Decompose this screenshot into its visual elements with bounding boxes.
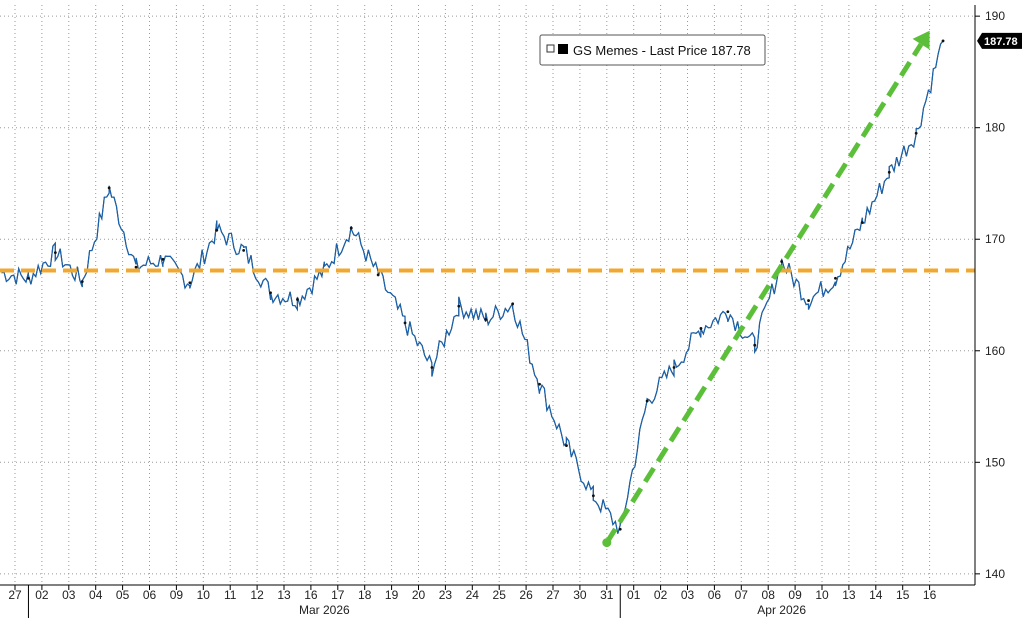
data-point bbox=[80, 280, 84, 284]
data-point bbox=[860, 221, 864, 224]
data-point bbox=[618, 527, 622, 531]
x-tick-label: 17 bbox=[331, 588, 345, 602]
trend-arrow-head bbox=[912, 30, 930, 50]
y-tick-label: 140 bbox=[985, 567, 1005, 581]
data-point bbox=[457, 304, 461, 308]
data-point bbox=[941, 39, 945, 43]
x-tick-label: 09 bbox=[170, 588, 184, 602]
x-tick-label: 02 bbox=[654, 588, 668, 602]
x-tick-label: 06 bbox=[708, 588, 722, 602]
y-axis: 140 150 160 170 180 190 bbox=[974, 5, 1005, 585]
data-point bbox=[403, 321, 407, 325]
x-tick-label: 15 bbox=[896, 588, 910, 602]
data-point bbox=[107, 186, 111, 190]
x-tick-label: 16 bbox=[923, 588, 937, 602]
grid bbox=[0, 5, 975, 585]
x-month-label: Apr 2026 bbox=[757, 603, 806, 617]
data-point bbox=[699, 327, 703, 330]
data-point bbox=[780, 260, 784, 263]
x-tick-label: 25 bbox=[493, 588, 507, 602]
y-tick-label: 160 bbox=[985, 344, 1005, 358]
x-tick-label: 06 bbox=[143, 588, 157, 602]
last-price-tag: 187.78 bbox=[977, 32, 1022, 49]
data-point bbox=[296, 298, 299, 301]
y-tick-label: 180 bbox=[985, 121, 1005, 135]
legend-expand-icon[interactable] bbox=[546, 44, 555, 53]
x-tick-label: 10 bbox=[815, 588, 829, 602]
legend-series-name: GS Memes bbox=[573, 43, 639, 58]
data-point bbox=[672, 366, 676, 369]
price-series bbox=[1, 39, 945, 534]
x-tick-label: 16 bbox=[304, 588, 318, 602]
data-point bbox=[591, 494, 595, 498]
data-point bbox=[376, 273, 380, 277]
x-tick-label: 23 bbox=[439, 588, 453, 602]
x-tick-label: 01 bbox=[627, 588, 641, 602]
data-point bbox=[484, 318, 488, 321]
data-point bbox=[215, 228, 219, 232]
data-point bbox=[753, 343, 757, 347]
x-tick-label: 14 bbox=[869, 588, 883, 602]
data-point bbox=[188, 281, 192, 285]
data-point bbox=[242, 248, 246, 252]
x-tick-label: 03 bbox=[62, 588, 76, 602]
x-tick-label: 13 bbox=[842, 588, 856, 602]
data-point bbox=[161, 257, 165, 261]
y-tick-label: 190 bbox=[985, 9, 1005, 23]
data-point bbox=[887, 170, 891, 174]
data-point bbox=[565, 444, 568, 447]
y-tick-label: 170 bbox=[985, 232, 1005, 246]
legend-box bbox=[539, 34, 766, 66]
x-tick-label: 20 bbox=[412, 588, 426, 602]
legend-label: GS Memes - Last Price 187.78 bbox=[573, 43, 751, 58]
data-point bbox=[349, 226, 353, 230]
price-line-shadow bbox=[1, 40, 944, 534]
data-point bbox=[726, 310, 730, 314]
legend-value-label: Last Price bbox=[650, 43, 708, 58]
x-tick-label: 24 bbox=[466, 588, 480, 602]
legend-swatch bbox=[558, 44, 568, 54]
last-price-tag-shape bbox=[977, 32, 1022, 49]
x-tick-label: 19 bbox=[385, 588, 399, 602]
data-point bbox=[269, 291, 272, 295]
legend-value: 187.78 bbox=[711, 43, 751, 58]
data-point bbox=[834, 276, 837, 280]
y-tick-label: 150 bbox=[985, 455, 1005, 469]
data-point bbox=[430, 366, 434, 369]
data-point bbox=[27, 276, 30, 280]
last-price-tag-text: 187.78 bbox=[984, 36, 1018, 48]
x-tick-label: 04 bbox=[89, 588, 103, 602]
data-point bbox=[538, 382, 541, 386]
x-tick-label: 09 bbox=[788, 588, 802, 602]
x-tick-label: 11 bbox=[224, 588, 237, 602]
x-tick-label: 03 bbox=[681, 588, 695, 602]
data-point bbox=[807, 299, 810, 302]
x-axis: 27 02 03 04 05 06 09 10 11 12 13 16 17 18 19 20 23 24 25 26… bbox=[0, 584, 975, 618]
price-line bbox=[1, 40, 944, 534]
legend[interactable]: GS Memes - Last Price 187.78 bbox=[539, 34, 766, 66]
x-tick-label: 27 bbox=[8, 588, 22, 602]
trend-arrow-start bbox=[602, 538, 612, 548]
trend-arrow-layer bbox=[602, 30, 930, 548]
x-tick-label: 05 bbox=[116, 588, 130, 602]
x-tick-label: 27 bbox=[546, 588, 560, 602]
x-tick-label: 31 bbox=[600, 588, 614, 602]
data-point bbox=[914, 131, 918, 135]
data-point bbox=[134, 265, 138, 269]
x-tick-label: 26 bbox=[519, 588, 533, 602]
x-tick-label: 30 bbox=[573, 588, 587, 602]
data-point bbox=[53, 251, 57, 255]
data-point bbox=[645, 399, 649, 403]
x-tick-label: 07 bbox=[735, 588, 749, 602]
x-tick-label: 10 bbox=[197, 588, 211, 602]
x-tick-label: 02 bbox=[35, 588, 49, 602]
x-tick-label: 12 bbox=[250, 588, 264, 602]
x-tick-label: 08 bbox=[762, 588, 776, 602]
x-tick-label: 18 bbox=[358, 588, 372, 602]
x-tick-label: 13 bbox=[277, 588, 291, 602]
trend-arrow-shaft bbox=[604, 42, 924, 544]
x-month-label: Mar 2026 bbox=[299, 603, 350, 617]
data-point bbox=[511, 302, 515, 306]
